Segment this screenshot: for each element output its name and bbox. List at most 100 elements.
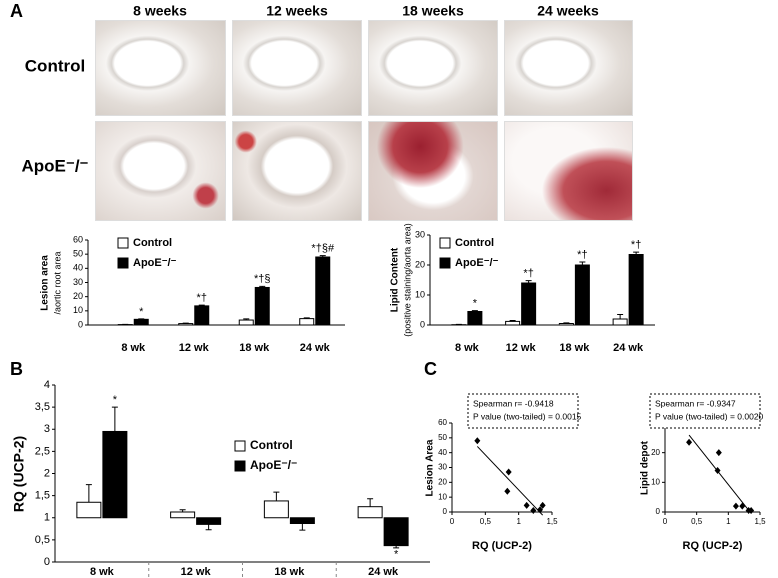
legend-label: ApoE⁻/⁻ xyxy=(250,458,297,472)
bar xyxy=(357,506,383,519)
bar xyxy=(238,319,254,326)
x-tick-label: 12 wk xyxy=(506,342,537,354)
error-bar xyxy=(367,498,374,507)
y-tick-label: 10 xyxy=(651,477,660,486)
y-tick-label: 1,5 xyxy=(35,490,50,502)
error-bar xyxy=(179,509,186,512)
y-axis-label: (positive staining/aorta area) xyxy=(402,223,412,337)
bar xyxy=(574,264,590,326)
error-bar xyxy=(198,304,205,306)
y-axis-label: Lesion area xyxy=(40,255,51,311)
y-axis-label: Lipid Content xyxy=(390,247,401,312)
x-tick-label: 24 wk xyxy=(613,342,644,354)
y-tick-label: 3,5 xyxy=(35,401,50,413)
y-tick-label: 10 xyxy=(415,289,425,299)
micrograph xyxy=(504,20,633,116)
bar xyxy=(263,500,289,519)
x-tick-label: 12 wk xyxy=(181,566,212,578)
y-tick-label: 0 xyxy=(420,319,425,329)
y-tick-label: 10 xyxy=(73,305,83,315)
column-header: 18 weeks xyxy=(402,3,464,19)
y-tick-label: 40 xyxy=(73,263,83,273)
y-tick-label: 30 xyxy=(73,277,83,287)
legend-swatch xyxy=(117,237,129,249)
annotation-box xyxy=(467,393,579,429)
error-bar xyxy=(471,310,478,312)
x-tick-label: 0,5 xyxy=(480,517,492,526)
annotation: P value (two-tailed) = 0.0020 xyxy=(655,411,764,421)
point xyxy=(474,437,481,445)
bar xyxy=(628,254,644,326)
error-bar xyxy=(633,251,640,255)
trend-line xyxy=(476,446,544,516)
x-axis-label: RQ (UCP-2) xyxy=(683,540,743,552)
legend-label: Control xyxy=(133,237,172,249)
micrograph xyxy=(232,121,362,221)
error-bar xyxy=(617,314,624,319)
micrograph xyxy=(368,121,498,221)
y-tick-label: 0,5 xyxy=(35,534,50,546)
trend-line xyxy=(688,434,752,514)
x-tick-label: 12 wk xyxy=(179,342,210,354)
point xyxy=(504,487,511,495)
bar xyxy=(194,305,210,326)
error-bar xyxy=(509,320,516,322)
x-tick-label: 1,5 xyxy=(546,517,558,526)
x-tick-label: 24 wk xyxy=(300,342,331,354)
y-tick-label: 50 xyxy=(438,433,447,442)
y-tick-label: 2 xyxy=(44,467,50,479)
row-label: ApoE⁻/⁻ xyxy=(21,156,88,175)
y-tick-label: 20 xyxy=(415,259,425,269)
bar xyxy=(196,517,222,525)
significance-label: * xyxy=(394,549,399,561)
y-axis-label: Lipid depot xyxy=(640,440,651,495)
y-tick-label: 40 xyxy=(438,448,447,457)
significance-label: *† xyxy=(631,239,641,251)
micrograph xyxy=(368,20,498,116)
bar xyxy=(505,320,521,326)
bar xyxy=(76,501,102,519)
point xyxy=(686,438,693,446)
bar xyxy=(383,517,409,547)
point xyxy=(748,507,755,515)
y-tick-label: 4 xyxy=(44,379,50,391)
significance-label: *† xyxy=(577,249,587,261)
point xyxy=(530,507,537,515)
x-tick-label: 0 xyxy=(450,517,455,526)
significance-label: *†§# xyxy=(311,242,335,254)
bar xyxy=(102,430,128,519)
significance-label: * xyxy=(139,306,144,318)
y-tick-label: 30 xyxy=(438,463,447,472)
error-bar xyxy=(243,318,250,321)
point xyxy=(739,502,746,510)
panel-label: C xyxy=(424,359,437,379)
y-tick-label: 60 xyxy=(438,418,447,427)
legend-swatch xyxy=(439,237,451,249)
y-tick-label: 2,5 xyxy=(35,445,50,457)
y-tick-label: 0 xyxy=(78,319,83,329)
bar xyxy=(612,318,628,326)
error-bar xyxy=(393,545,400,549)
x-tick-label: 1 xyxy=(516,517,521,526)
panel-label: B xyxy=(10,359,23,379)
micrograph xyxy=(232,20,362,116)
point xyxy=(523,501,530,509)
error-bar xyxy=(303,317,310,319)
column-header: 8 weeks xyxy=(133,3,187,19)
x-tick-label: 1,5 xyxy=(754,517,766,526)
y-tick-label: 30 xyxy=(415,229,425,239)
x-tick-label: 18 wk xyxy=(239,342,270,354)
y-tick-label: 3 xyxy=(44,423,50,435)
x-tick-label: 0 xyxy=(663,517,668,526)
point xyxy=(505,468,512,476)
error-bar xyxy=(205,524,212,531)
significance-label: * xyxy=(473,298,478,310)
y-tick-label: 0 xyxy=(656,507,661,516)
x-tick-label: 8 wk xyxy=(90,566,115,578)
column-header: 24 weeks xyxy=(537,3,599,19)
legend-label: ApoE⁻/⁻ xyxy=(133,257,177,269)
y-axis-label: Lesion Area xyxy=(425,439,436,496)
y-tick-label: 20 xyxy=(651,448,660,457)
x-tick-label: 24 wk xyxy=(368,566,399,578)
y-tick-label: 60 xyxy=(73,234,83,244)
